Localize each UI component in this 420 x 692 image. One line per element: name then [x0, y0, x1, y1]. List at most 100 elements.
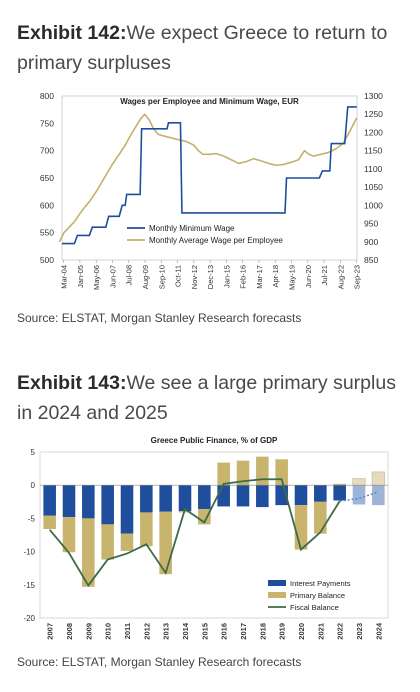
bar-primary-balance	[236, 460, 250, 486]
exhibit-142-text: We expect Greece to return to primary su…	[17, 22, 388, 74]
x-tick-label: 2009	[84, 623, 93, 640]
exhibit-142-number: Exhibit 142:	[17, 22, 127, 44]
bar-primary-balance	[120, 533, 134, 551]
bar-primary-balance	[352, 478, 366, 486]
bar-primary-balance	[371, 471, 385, 486]
y-right-tick-label: 1250	[364, 109, 383, 119]
bar-primary-balance	[294, 505, 308, 550]
x-tick-label: Aug-09	[141, 265, 150, 289]
x-tick-label: 2011	[123, 623, 132, 639]
bar-primary-balance	[314, 501, 327, 534]
x-tick-label: 2010	[104, 623, 113, 640]
x-tick-label: May-06	[92, 265, 101, 290]
x-tick-label: Aug-22	[336, 265, 345, 289]
bar-primary-balance	[62, 517, 76, 553]
bar-primary-balance	[82, 518, 95, 587]
x-tick-label: Oct-11	[174, 265, 183, 287]
x-tick-label: Mar-04	[60, 265, 69, 289]
legend-label-average-wage: Monthly Average Wage per Employee	[149, 236, 283, 245]
bar-primary-balance	[217, 462, 230, 486]
series-line-fiscal-balance	[48, 478, 341, 588]
x-tick-label: Jul-08	[125, 265, 134, 285]
x-tick-label: Feb-16	[239, 265, 248, 289]
bar-interest-payments	[333, 485, 346, 501]
bar-interest-payments	[314, 485, 327, 502]
x-tick-label: 2012	[142, 623, 151, 640]
x-tick-label: Dec-13	[206, 265, 215, 289]
y-right-tick-label: 1150	[364, 146, 383, 156]
y-left-tick-label: 500	[40, 255, 54, 265]
y-tick-label: -15	[23, 581, 35, 590]
bar-primary-balance	[43, 515, 56, 530]
exhibit-143-text: We see a large primary surplus in 2024 a…	[17, 372, 396, 424]
bar-interest-payments	[372, 485, 385, 506]
x-tick-label: Jan-15	[222, 265, 231, 288]
x-tick-label: Sep-10	[157, 265, 166, 289]
bar-interest-payments	[120, 485, 134, 534]
y-left-tick-label: 650	[40, 173, 54, 183]
wages-chart: Wages per Employee and Minimum Wage, EUR…	[40, 91, 383, 290]
legend-label-fiscal-balance: Fiscal Balance	[290, 603, 339, 612]
x-tick-label: Mar-17	[255, 265, 264, 289]
exhibit-142-source: Source: ELSTAT, Morgan Stanley Research …	[17, 311, 302, 325]
x-tick-label: 2018	[258, 623, 267, 640]
x-tick-label: 2007	[46, 623, 55, 640]
x-tick-label: Apr-18	[271, 265, 280, 288]
y-right-tick-label: 950	[364, 219, 378, 229]
chart-title: Greece Public Finance, % of GDP	[151, 436, 278, 445]
bar-interest-payments	[256, 485, 269, 508]
bar-interest-payments	[352, 485, 366, 505]
legend-label-interest-payments: Interest Payments	[290, 579, 351, 588]
y-left-tick-label: 700	[40, 146, 54, 156]
y-right-tick-label: 1000	[364, 200, 383, 210]
y-right-tick-label: 900	[364, 237, 378, 247]
x-tick-label: 2017	[239, 623, 248, 640]
bar-interest-payments	[101, 485, 114, 525]
x-tick-label: Jul-21	[320, 265, 329, 285]
exhibit-143-title: Exhibit 143:We see a large primary surpl…	[17, 368, 412, 428]
bar-interest-payments	[236, 485, 250, 507]
public-finance-chart: Greece Public Finance, % of GDP -20 -15 -10…	[23, 436, 389, 640]
x-tick-label: 2019	[278, 623, 287, 640]
x-tick-label: 2024	[374, 622, 383, 640]
y-left-tick-label: 800	[40, 91, 54, 101]
x-tick-label: 2015	[200, 623, 209, 640]
y-right-tick-label: 1050	[364, 182, 383, 192]
bar-primary-balance	[101, 524, 114, 560]
plot-frame	[39, 451, 389, 619]
x-tick-label: 2016	[220, 623, 229, 640]
y-tick-label: -5	[28, 514, 36, 523]
x-tick-label: Nov-12	[190, 265, 199, 289]
exhibit-143-number: Exhibit 143:	[17, 372, 127, 394]
x-tick-label: 2008	[65, 623, 74, 640]
series-line-minimum-wage	[62, 106, 357, 245]
series-line-fiscal-balance-forecast	[339, 491, 379, 502]
x-tick-label: 2020	[297, 623, 306, 640]
bar-interest-payments	[198, 485, 211, 510]
bar-interest-payments	[140, 485, 153, 513]
y-right-tick-label: 850	[364, 255, 378, 265]
exhibit-142-title: Exhibit 142:We expect Greece to return t…	[17, 18, 412, 78]
series-line-average-wage	[58, 113, 358, 243]
x-tick-label: 2021	[316, 623, 325, 640]
bar-interest-payments	[178, 485, 192, 512]
y-left-tick-label: 600	[40, 200, 54, 210]
bar-primary-balance	[159, 511, 172, 575]
bar-primary-balance	[333, 483, 346, 486]
y-tick-label: 5	[31, 448, 36, 457]
legend-label-minimum-wage: Monthly Minimum Wage	[149, 224, 235, 233]
y-right-tick-label: 1200	[364, 127, 383, 137]
y-left-tick-label: 550	[40, 228, 54, 238]
y-right-tick-label: 1300	[364, 91, 383, 101]
bar-interest-payments	[294, 485, 308, 506]
y-tick-label: -20	[23, 614, 35, 623]
x-tick-label: Jun-20	[304, 265, 313, 288]
chart-title: Wages per Employee and Minimum Wage, EUR	[120, 97, 299, 106]
x-tick-label: 2022	[336, 623, 345, 640]
bar-interest-payments	[82, 485, 95, 519]
x-tick-label: 2014	[181, 622, 190, 640]
legend-swatch-interest-payments	[268, 580, 286, 586]
y-tick-label: -10	[23, 548, 35, 557]
x-tick-label: Sep-23	[353, 265, 362, 289]
bar-interest-payments	[62, 485, 76, 518]
